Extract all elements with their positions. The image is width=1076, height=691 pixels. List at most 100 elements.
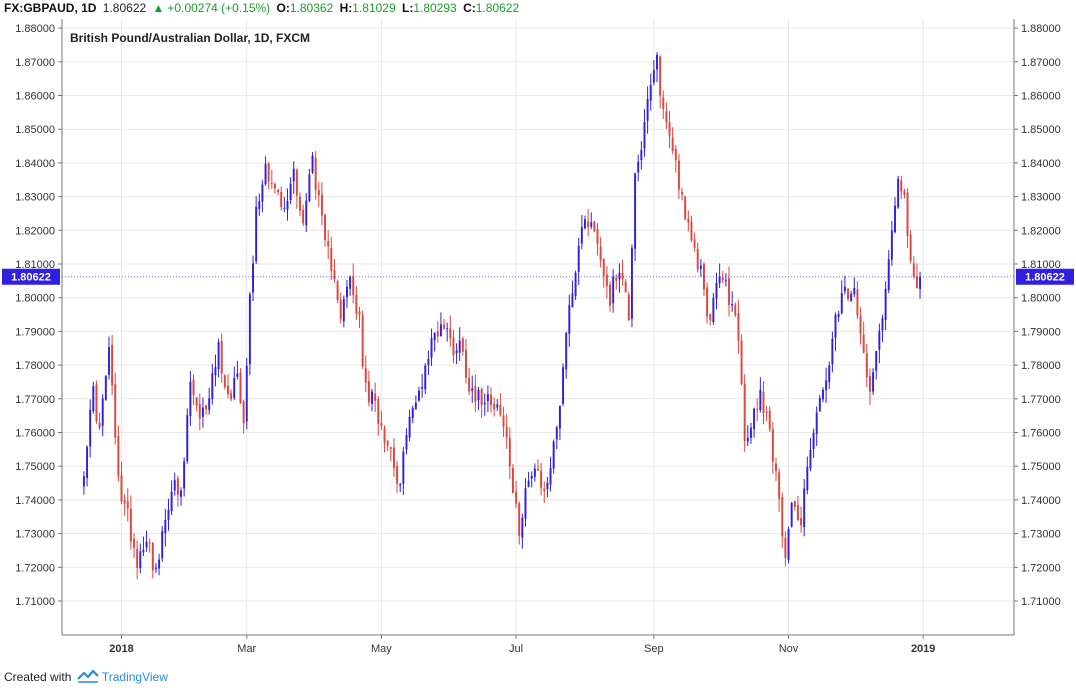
y-tick-label: 1.72000 <box>1021 562 1061 574</box>
y-tick-label: 1.86000 <box>15 91 55 103</box>
candle-body <box>884 288 887 321</box>
candle-body <box>549 467 552 485</box>
candle-body <box>242 401 245 424</box>
candle-body <box>446 328 449 330</box>
candle-body <box>167 509 170 521</box>
candle-body <box>825 380 828 391</box>
candle-body <box>737 313 740 341</box>
candle-body <box>458 340 461 353</box>
candle-body <box>511 468 514 493</box>
candle-body <box>389 447 392 449</box>
candle-body <box>574 272 577 296</box>
candle-body <box>793 501 796 507</box>
candle-body <box>618 272 621 280</box>
candle-body <box>89 409 92 447</box>
candle-body <box>142 549 145 553</box>
candles <box>82 51 922 580</box>
candle-body <box>186 415 189 462</box>
y-tick-label: 1.86000 <box>1021 91 1061 103</box>
candle-body <box>411 407 414 419</box>
candle-body <box>452 337 455 356</box>
candle-body <box>358 311 361 315</box>
candle-body <box>114 383 117 438</box>
candle-body <box>367 381 370 403</box>
candle-body <box>477 389 480 401</box>
candle-body <box>630 247 633 319</box>
candle-body <box>515 491 518 504</box>
y-tick-label: 1.73000 <box>15 529 55 541</box>
candle-body <box>320 194 323 216</box>
candle-body <box>201 407 204 417</box>
candle-body <box>540 470 543 489</box>
candle-body <box>853 287 856 295</box>
candle-body <box>843 286 846 292</box>
tradingview-brand[interactable]: TradingView <box>101 670 168 684</box>
close-value: 1.80622 <box>475 1 520 15</box>
candle-body <box>605 274 608 286</box>
y-tick-label: 1.85000 <box>1021 124 1061 136</box>
candle-body <box>205 405 208 410</box>
candle-body <box>195 397 198 407</box>
candle-body <box>418 390 420 401</box>
candle-body <box>646 98 649 121</box>
candle-body <box>220 341 223 374</box>
candle-body <box>421 386 424 389</box>
y-tick-label: 1.83000 <box>15 192 55 204</box>
candle-body <box>693 239 696 248</box>
candle-body <box>881 318 884 331</box>
candle-body <box>803 488 806 528</box>
candle-body <box>364 368 367 383</box>
candle-body <box>261 184 264 202</box>
x-tick-label: 2019 <box>911 643 935 655</box>
candle-body <box>659 56 662 96</box>
candle-body <box>111 344 114 386</box>
candle-body <box>176 478 179 495</box>
candle-body <box>724 280 727 282</box>
last-price: 1.80622 <box>102 1 147 15</box>
candle-body <box>173 480 176 491</box>
y-tick-label: 1.74000 <box>1021 495 1061 507</box>
candle-body <box>775 463 777 472</box>
candle-body <box>227 385 229 394</box>
last-price-badge-left <box>2 268 60 285</box>
candle-body <box>822 389 824 400</box>
candle-body <box>402 451 405 484</box>
candle-body <box>703 263 705 290</box>
candle-body <box>324 214 327 241</box>
candle-body <box>637 161 640 173</box>
candle-body <box>333 270 336 280</box>
candle-body <box>543 488 546 492</box>
close-label: C: <box>463 1 476 15</box>
candle-body <box>327 240 330 247</box>
candle-body <box>599 246 602 261</box>
candle-body <box>123 500 126 504</box>
candle-body <box>762 391 765 414</box>
candle-body <box>909 234 912 261</box>
candle-body <box>662 97 665 110</box>
candle-body <box>612 276 615 304</box>
candle-body <box>483 402 486 405</box>
candle-body <box>317 190 320 196</box>
low-label: L: <box>402 1 414 15</box>
candle-body <box>346 286 348 298</box>
plot-area[interactable] <box>62 19 1014 635</box>
candle-body <box>890 230 893 260</box>
candle-body <box>339 299 342 320</box>
candle-body <box>443 324 446 329</box>
candle-body <box>436 331 439 337</box>
candle-body <box>784 537 787 558</box>
candle-body <box>405 435 408 450</box>
candle-body <box>812 432 815 449</box>
chart-header: FX:GBPAUD, 1D 1.80622 ▲ +0.00274 (+0.15%)… <box>4 0 522 16</box>
x-axis: 2018 Mar May Jul Sep Nov 2019 <box>109 635 935 655</box>
candle-body <box>840 293 843 314</box>
candle-body <box>183 461 186 489</box>
candle-body <box>280 191 283 208</box>
candle-body <box>580 227 583 244</box>
y-tick-label: 1.88000 <box>15 23 55 35</box>
candle-body <box>537 468 539 471</box>
candle-body <box>342 299 345 322</box>
candle-body <box>164 519 167 534</box>
candle-body <box>587 221 590 228</box>
